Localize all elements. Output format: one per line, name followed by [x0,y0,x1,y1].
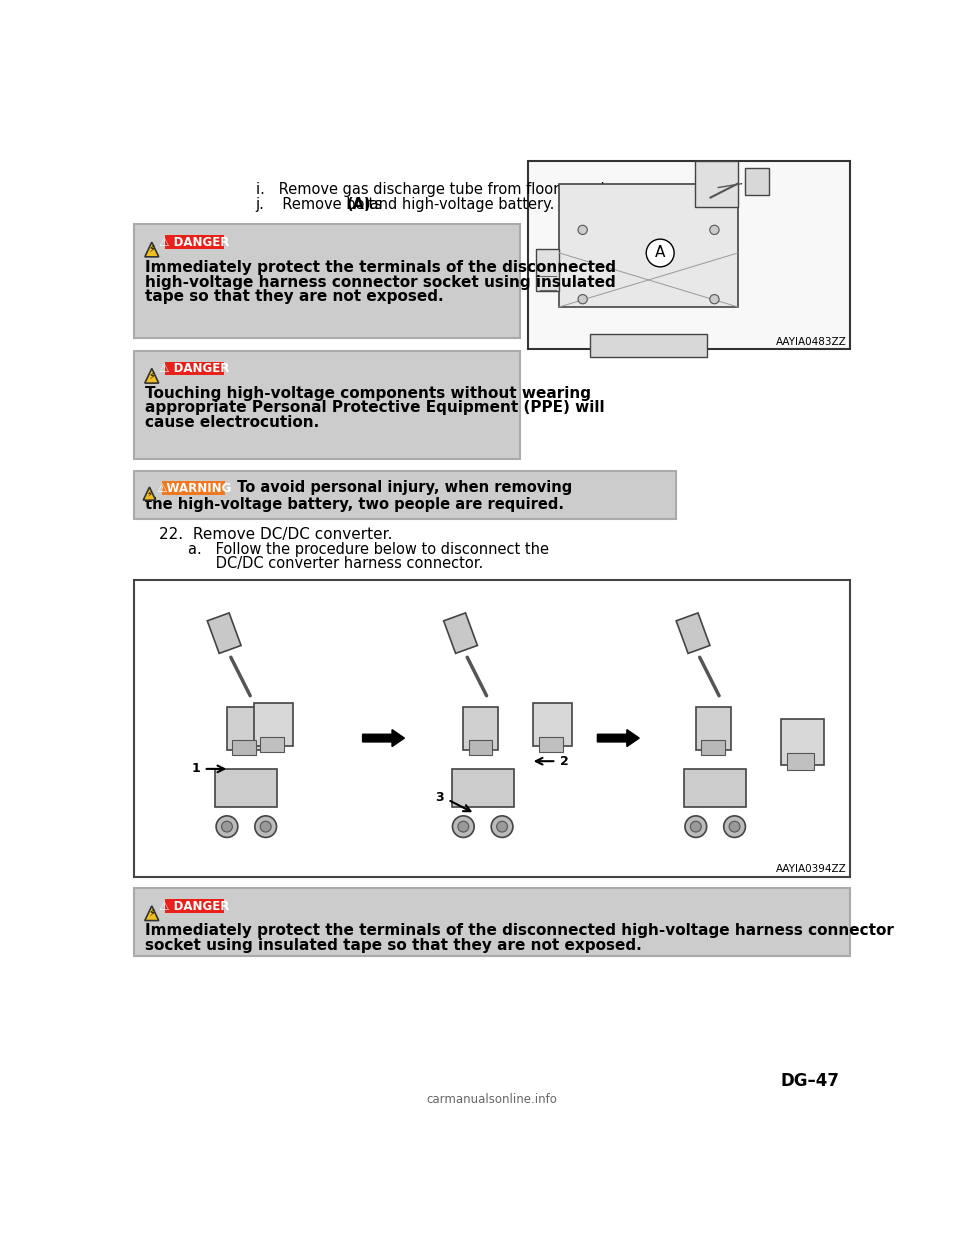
Bar [560,184,737,307]
Bar [215,769,277,807]
Text: ⚡: ⚡ [147,489,153,498]
Bar [452,769,514,807]
Circle shape [685,816,707,837]
Text: ⚡: ⚡ [149,245,156,255]
Text: Touching high-voltage components without wearing: Touching high-voltage components without… [145,385,590,401]
Circle shape [709,225,719,235]
Circle shape [646,240,674,267]
Bar [701,740,725,755]
Bar [134,888,850,956]
Text: Immediately protect the terminals of the disconnected high-voltage harness conne: Immediately protect the terminals of the… [145,923,894,938]
Polygon shape [145,905,158,920]
Text: (A): (A) [347,197,371,212]
FancyBboxPatch shape [165,899,224,913]
Circle shape [690,821,701,832]
Bar [134,580,850,877]
Text: appropriate Personal Protective Equipment (PPE) will: appropriate Personal Protective Equipmen… [145,400,605,415]
Bar [227,707,262,750]
Text: 22.  Remove DC/DC converter.: 22. Remove DC/DC converter. [158,527,393,542]
Text: To avoid personal injury, when removing: To avoid personal injury, when removing [231,481,572,496]
Bar [468,740,492,755]
Bar [134,350,520,458]
Circle shape [222,821,232,832]
Text: high-voltage harness connector socket using insulated: high-voltage harness connector socket us… [145,274,615,289]
Circle shape [724,816,745,837]
Text: AAYIA0394ZZ: AAYIA0394ZZ [776,864,846,874]
Circle shape [709,294,719,304]
Text: the high-voltage battery, two people are required.: the high-voltage battery, two people are… [145,497,564,512]
Circle shape [578,225,588,235]
Bar [786,754,814,770]
Bar [533,703,572,745]
Text: ⚠ DANGER: ⚠ DANGER [159,900,229,913]
Text: DC/DC converter harness connector.: DC/DC converter harness connector. [188,556,484,571]
Text: carmanualsonline.info: carmanualsonline.info [426,1093,558,1107]
Circle shape [496,821,508,832]
Text: cause electrocution.: cause electrocution. [145,415,319,430]
FancyBboxPatch shape [165,361,224,375]
Text: i.   Remove gas discharge tube from floor panel.: i. Remove gas discharge tube from floor … [255,181,609,196]
Bar [464,707,498,750]
Text: ⚠WARNING: ⚠WARNING [156,482,231,494]
Bar [696,707,731,750]
Text: j.    Remove bolts: j. Remove bolts [255,197,387,212]
FancyBboxPatch shape [162,481,226,494]
Text: A: A [655,246,665,261]
Circle shape [730,821,740,832]
Bar [254,703,293,745]
Bar [590,334,707,356]
Bar [134,471,677,519]
Text: ⚠ DANGER: ⚠ DANGER [159,236,229,250]
Circle shape [492,816,513,837]
Text: and high-voltage battery.: and high-voltage battery. [365,197,554,212]
Bar [745,168,769,195]
Bar [134,225,520,339]
Bar [684,769,746,807]
Text: DG–47: DG–47 [780,1072,839,1089]
Bar [695,160,737,206]
Polygon shape [145,242,158,257]
Polygon shape [145,369,158,383]
Bar [537,250,560,292]
Bar [232,740,255,755]
Bar [528,160,850,349]
Bar [540,737,563,751]
Circle shape [578,294,588,304]
Text: ⚡: ⚡ [149,370,156,380]
Text: 2: 2 [561,755,569,768]
Circle shape [458,821,468,832]
Polygon shape [143,487,156,501]
FancyArrow shape [597,729,639,746]
Bar [676,614,710,653]
Text: tape so that they are not exposed.: tape so that they are not exposed. [145,289,444,304]
Text: AAYIA0483ZZ: AAYIA0483ZZ [776,337,846,347]
Circle shape [216,816,238,837]
FancyArrow shape [363,729,404,746]
Text: 1: 1 [191,763,200,775]
Bar [444,614,477,653]
Text: a.   Follow the procedure below to disconnect the: a. Follow the procedure below to disconn… [188,542,549,556]
Text: 3: 3 [435,791,444,804]
Circle shape [254,816,276,837]
Circle shape [260,821,271,832]
Circle shape [452,816,474,837]
Bar [260,737,283,751]
Bar [781,719,824,765]
Bar [207,614,241,653]
Text: Immediately protect the terminals of the disconnected: Immediately protect the terminals of the… [145,260,615,276]
Text: ⚡: ⚡ [149,908,156,918]
Text: ⚠ DANGER: ⚠ DANGER [159,363,229,375]
FancyBboxPatch shape [165,235,224,250]
Text: socket using insulated tape so that they are not exposed.: socket using insulated tape so that they… [145,938,641,953]
